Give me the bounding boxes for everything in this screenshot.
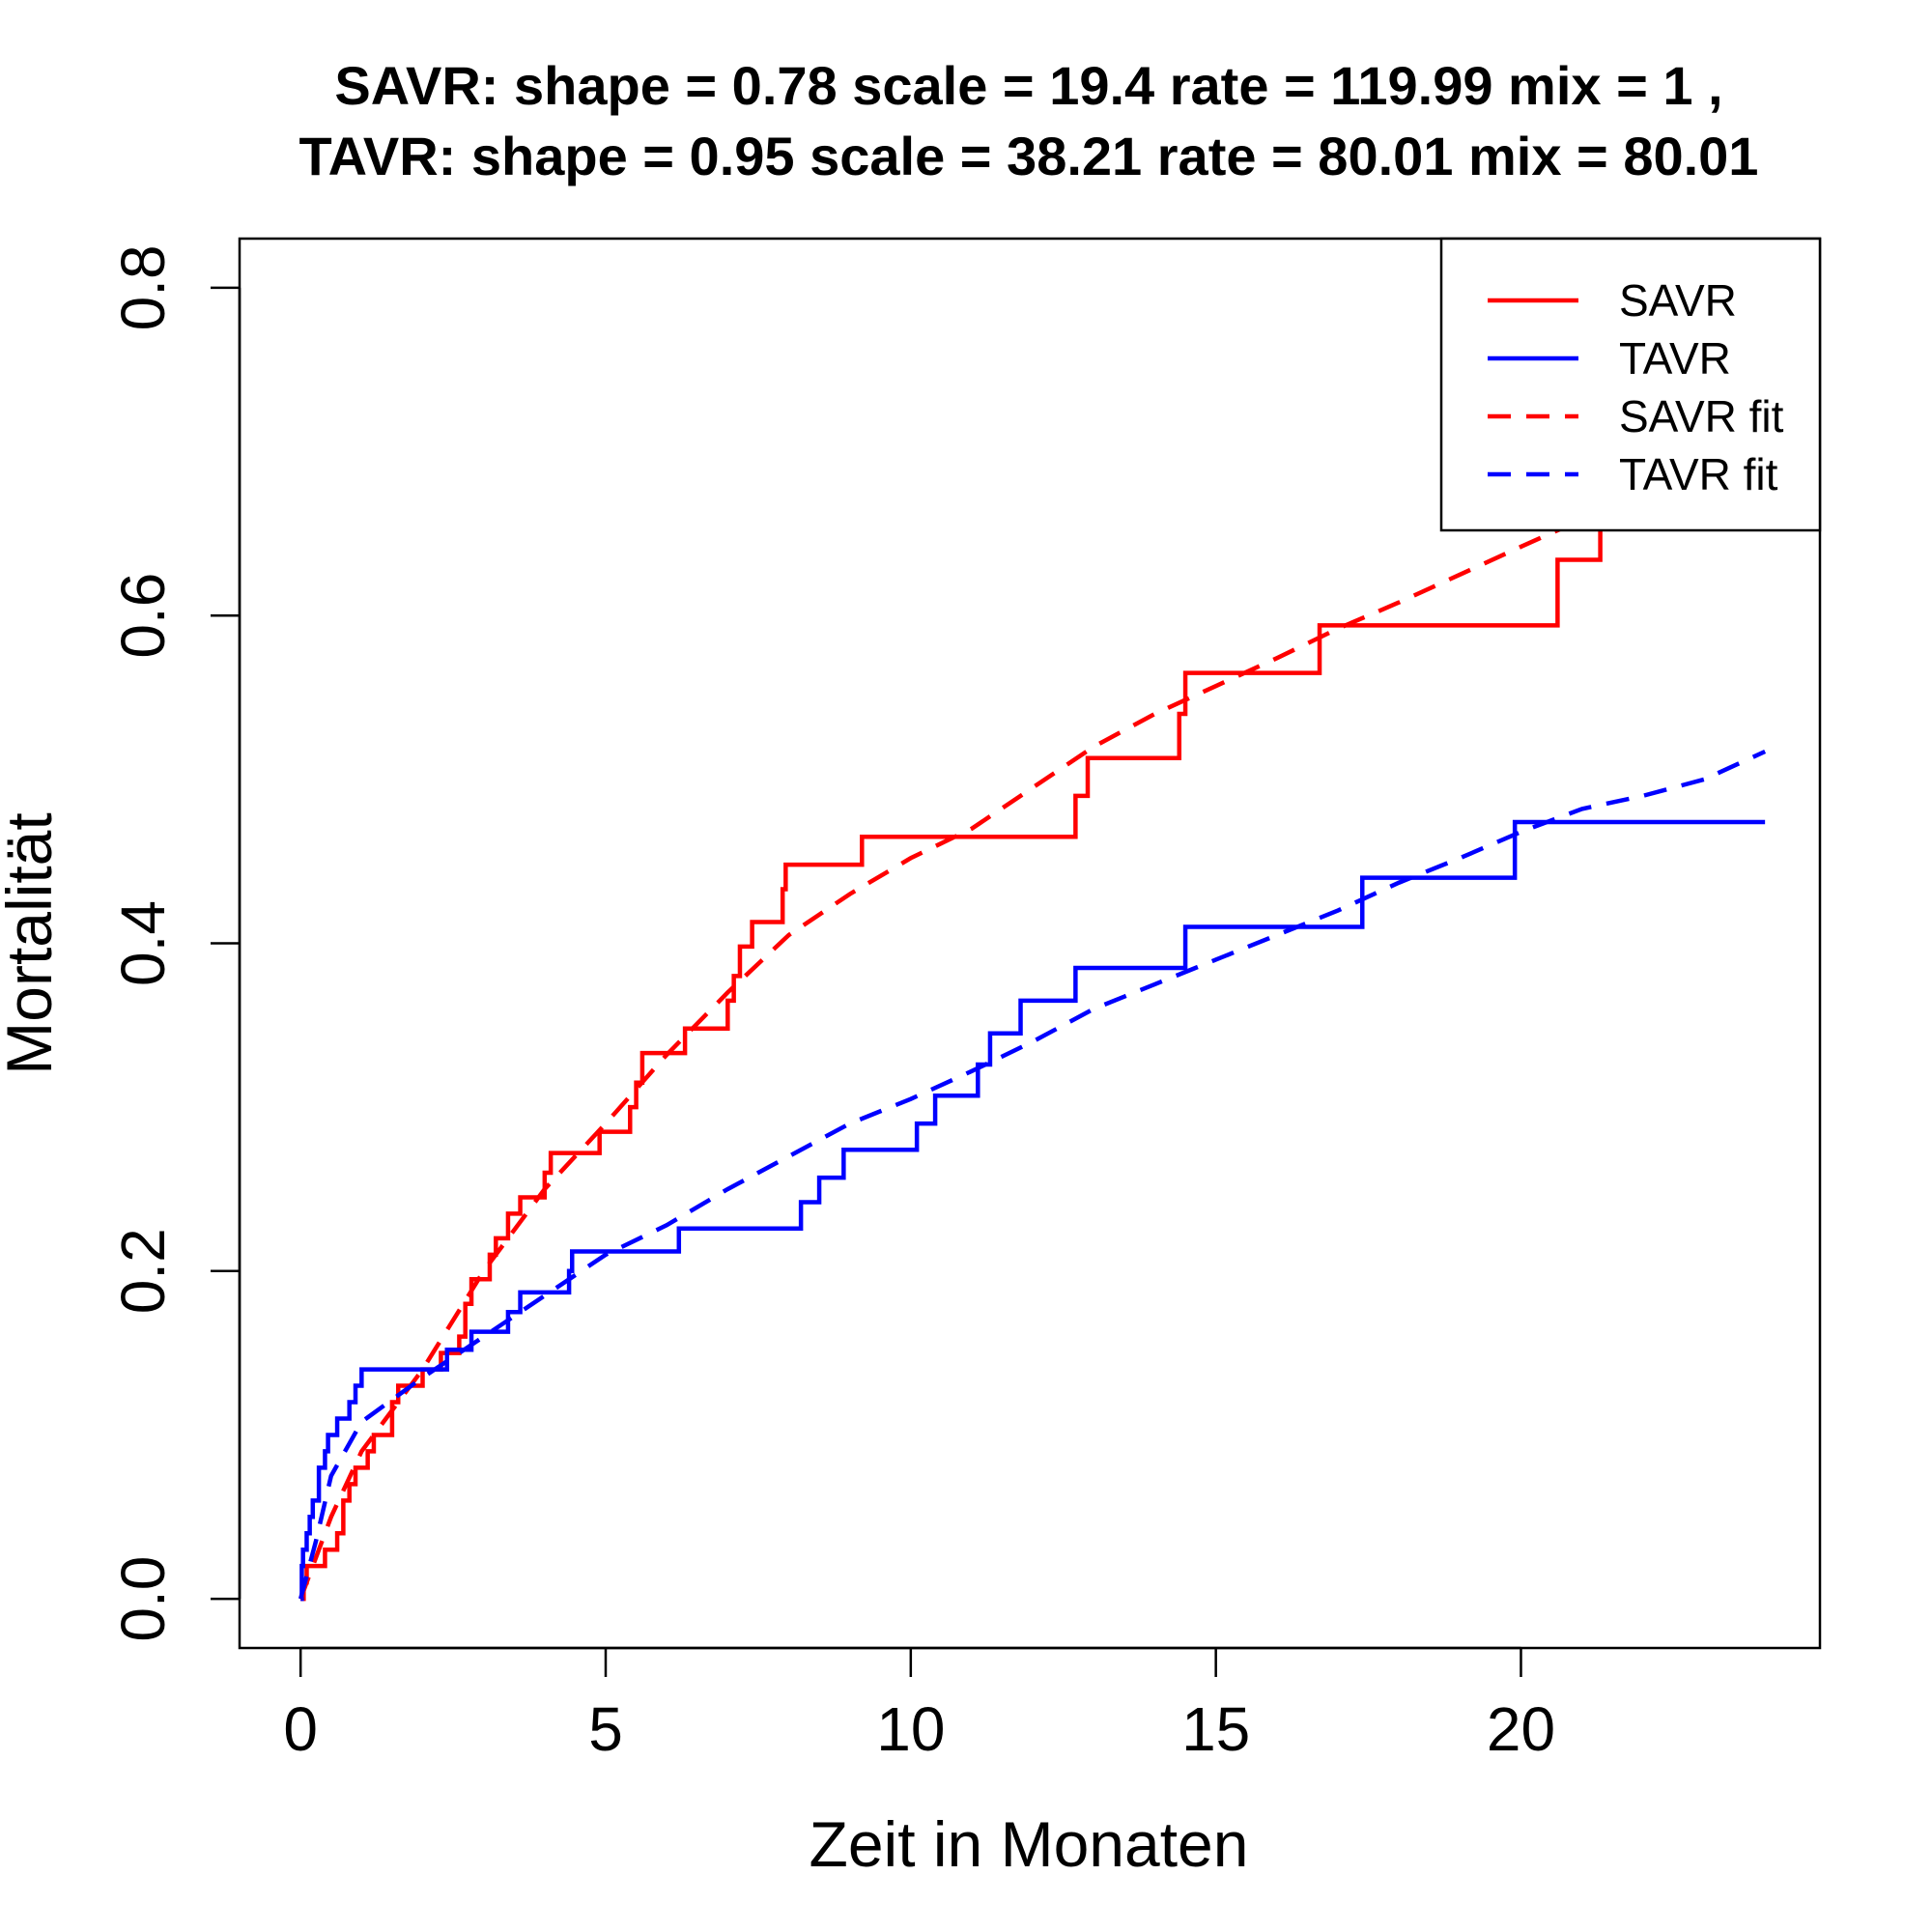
series-savr-line bbox=[300, 484, 1603, 1602]
legend-box bbox=[1439, 237, 1822, 532]
legend-label: TAVR fit bbox=[1619, 449, 1778, 499]
legend-label: SAVR fit bbox=[1619, 391, 1784, 441]
legend-label: SAVR bbox=[1619, 275, 1737, 326]
series-savr-fit-line bbox=[298, 511, 1596, 1600]
series-tavr-fit-line bbox=[298, 749, 1767, 1600]
x-axis-label: Zeit in Monaten bbox=[810, 1808, 1249, 1880]
x-axis: 0 5 10 15 20 bbox=[283, 1646, 1555, 1764]
series-layer bbox=[298, 484, 1767, 1602]
x-tick-label: 20 bbox=[1487, 1694, 1555, 1764]
y-tick-label: 0.6 bbox=[108, 573, 178, 659]
x-tick-label: 0 bbox=[283, 1694, 318, 1764]
legend: SAVR TAVR SAVR fit TAVR fit bbox=[1439, 237, 1822, 532]
legend-label: TAVR bbox=[1619, 333, 1731, 384]
x-tick-label: 5 bbox=[588, 1694, 623, 1764]
chart-title-line-2: TAVR: shape = 0.95 scale = 38.21 rate = … bbox=[299, 126, 1759, 186]
y-tick-label: 0.2 bbox=[108, 1228, 178, 1314]
y-tick-label: 0.8 bbox=[108, 244, 178, 330]
chart-title-line-1: SAVR: shape = 0.78 scale = 19.4 rate = 1… bbox=[334, 55, 1722, 116]
x-tick-label: 10 bbox=[876, 1694, 945, 1764]
series-tavr-line bbox=[299, 819, 1766, 1602]
y-tick-label: 0.0 bbox=[108, 1556, 178, 1642]
y-axis: 0.0 0.2 0.4 0.6 0.8 bbox=[108, 244, 242, 1642]
y-axis-label: Mortalität bbox=[0, 812, 65, 1074]
y-tick-label: 0.4 bbox=[108, 900, 178, 986]
x-tick-label: 15 bbox=[1181, 1694, 1250, 1764]
